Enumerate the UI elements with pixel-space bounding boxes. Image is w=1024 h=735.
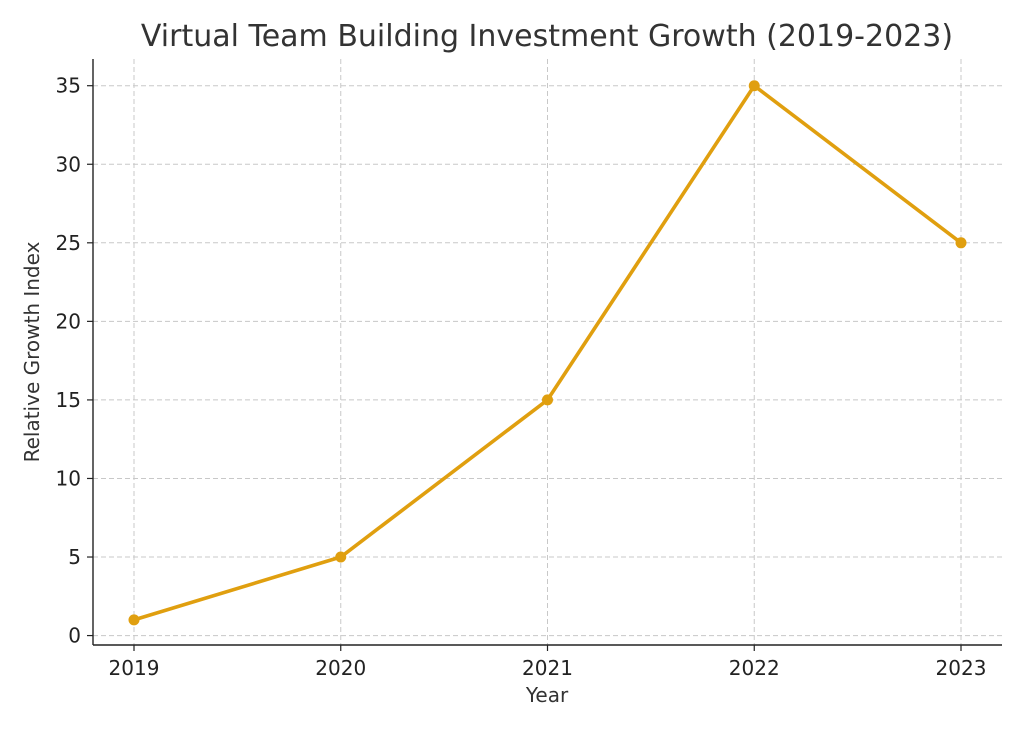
x-tick-label: 2019 [109,656,160,680]
x-tick-label: 2022 [729,656,780,680]
x-tick-label: 2020 [315,656,366,680]
x-tick-label: 2021 [522,656,573,680]
data-point [748,80,760,92]
data-point [542,394,553,406]
y-tick-label: 10 [56,466,81,490]
y-tick-label: 35 [56,74,81,98]
data-point [335,551,347,563]
y-tick-label: 20 [56,309,81,333]
chart-title: Virtual Team Building Investment Growth … [141,19,953,54]
x-axis-label: Year [525,683,569,707]
y-tick-label: 5 [68,545,81,569]
y-axis-label: Relative Growth Index [20,241,44,462]
series [128,80,967,626]
x-tick-label: 2023 [936,656,987,680]
y-tick-label: 30 [56,152,81,176]
data-point [955,237,967,249]
grid [93,59,1002,645]
y-tick-label: 0 [68,624,81,648]
y-tick-label: 15 [56,388,81,412]
ticks: 2019 2020 2021 2022 2023 0 5 10 15 20 25 30 35 [56,74,987,680]
data-point [128,614,140,626]
y-tick-label: 25 [56,231,81,255]
